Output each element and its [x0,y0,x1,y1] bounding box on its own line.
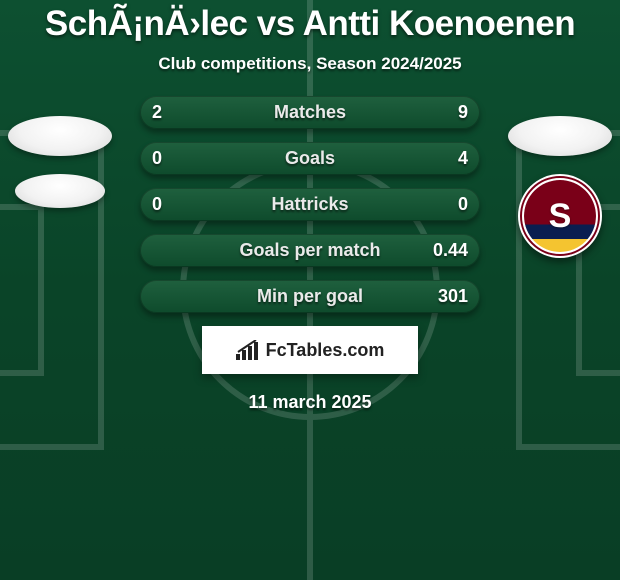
player-placeholder-icon [8,116,112,156]
page-title: SchÃ¡nÄ›lec vs Antti Koenoenen [0,4,620,44]
club-crest-icon [518,174,602,258]
stat-row: Goals per match 0.44 [140,234,480,267]
stat-row: Min per goal 301 [140,280,480,313]
player-placeholder-icon [508,116,612,156]
bar-chart-icon [236,340,262,360]
content-wrap: SchÃ¡nÄ›lec vs Antti Koenoenen Club comp… [0,0,620,413]
brand-box: FcTables.com [202,326,418,374]
stat-left-value: 2 [152,102,192,123]
stat-right-value: 0.44 [428,240,468,261]
club-placeholder-icon [15,174,105,208]
stat-right-value: 9 [428,102,468,123]
side-right [500,116,620,258]
stat-row: 0 Goals 4 [140,142,480,175]
date-text: 11 march 2025 [0,392,620,413]
stat-row: 2 Matches 9 [140,96,480,129]
side-left [0,116,120,208]
stat-row: 0 Hattricks 0 [140,188,480,221]
brand-text: FcTables.com [266,340,385,361]
subtitle: Club competitions, Season 2024/2025 [0,54,620,74]
stat-left-value: 0 [152,194,192,215]
stat-right-value: 0 [428,194,468,215]
brand: FcTables.com [236,340,385,361]
stat-right-value: 4 [428,148,468,169]
stat-left-value: 0 [152,148,192,169]
stat-right-value: 301 [428,286,468,307]
stat-bars: 2 Matches 9 0 Goals 4 0 Hattricks 0 Goal… [140,96,480,313]
